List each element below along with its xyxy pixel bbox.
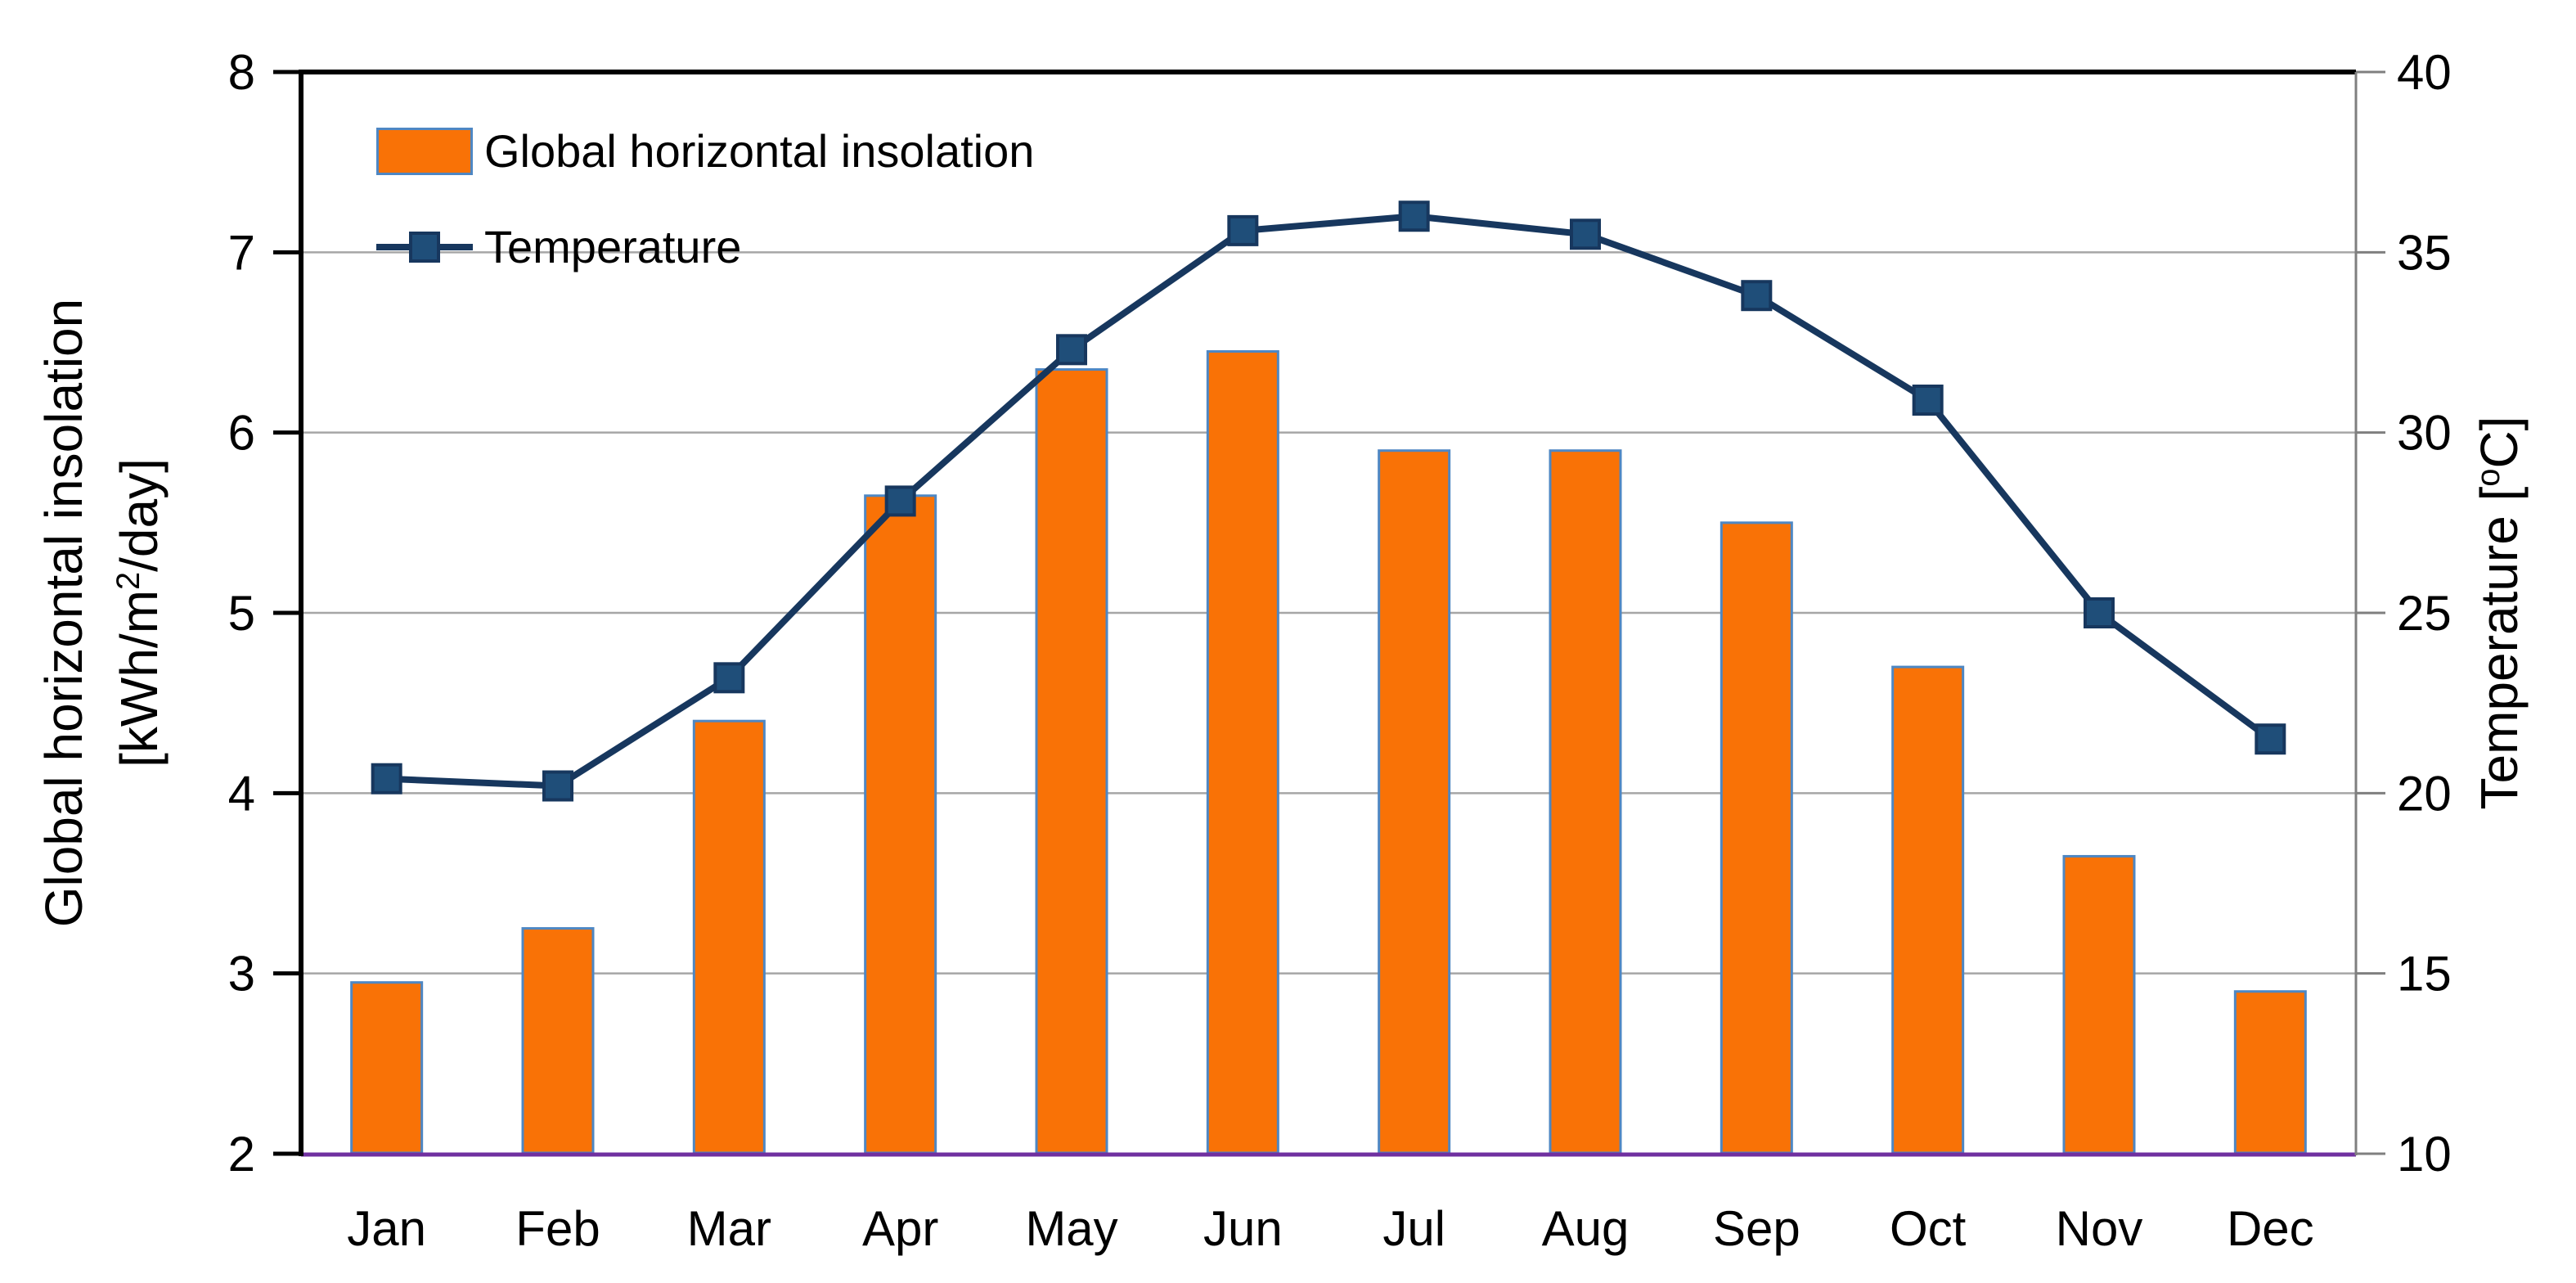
month-label-oct: Oct (1890, 1201, 1967, 1256)
right-tick-label-35: 35 (2397, 225, 2452, 280)
legend-label-temperature: Temperature (484, 221, 742, 272)
marker-jun (1227, 214, 1259, 246)
bar-jan (350, 981, 424, 1155)
marker-aug (1570, 218, 1601, 250)
month-label-mar: Mar (687, 1201, 771, 1256)
temperature-line (386, 213, 2273, 790)
right-tick-label-20: 20 (2397, 766, 2452, 821)
bar-oct (1891, 665, 1965, 1155)
marker-oct (1912, 385, 1944, 416)
bar-jul (1378, 449, 1451, 1155)
right-tick-label-25: 25 (2397, 586, 2452, 641)
bar-may (1035, 368, 1108, 1155)
marker-feb (542, 770, 573, 802)
left-tick-label-6: 6 (228, 406, 255, 461)
month-label-dec: Dec (2227, 1201, 2314, 1256)
left-tick-label-8: 8 (228, 45, 255, 100)
bar-feb (521, 927, 595, 1155)
left-tick-label-2: 2 (228, 1127, 255, 1182)
bar-aug (1549, 449, 1622, 1155)
right-tick-label-40: 40 (2397, 45, 2452, 100)
bar-mar (692, 719, 766, 1155)
left-tick-label-4: 4 (228, 766, 255, 821)
legend-label-insolation: Global horizontal insolation (484, 125, 1035, 177)
legend-marker-square-icon (409, 232, 440, 263)
month-label-jan: Jan (347, 1201, 426, 1256)
month-label-apr: Apr (862, 1201, 938, 1256)
bar-jun (1206, 350, 1279, 1155)
marker-nov (2084, 597, 2115, 628)
right-tick-label-30: 30 (2397, 406, 2452, 461)
left-axis-title-line1: Global horizontal insolation (34, 298, 93, 928)
bar-sep (1720, 521, 1793, 1155)
marker-may (1056, 334, 1087, 366)
legend-item-insolation: Global horizontal insolation (376, 128, 1034, 175)
legend-marker-temperature (376, 232, 473, 263)
bar-apr (864, 494, 937, 1155)
marker-dec (2255, 723, 2286, 755)
right-axis-title: Temperature [oC] (2470, 416, 2529, 810)
marker-sep (1741, 280, 1773, 312)
left-tick-label-5: 5 (228, 586, 255, 641)
month-label-feb: Feb (515, 1201, 600, 1256)
month-label-aug: Aug (1542, 1201, 1630, 1256)
left-tick-label-3: 3 (228, 947, 255, 1002)
left-axis-title-line2: [kWh/m2/day] (110, 458, 169, 768)
legend-item-temperature: Temperature (376, 224, 1034, 270)
left-tick-label-7: 7 (228, 225, 255, 280)
bar-nov (2062, 854, 2136, 1155)
right-tick-label-15: 15 (2397, 947, 2452, 1002)
bar-dec (2233, 990, 2307, 1155)
month-label-jun: Jun (1203, 1201, 1283, 1256)
legend: Global horizontal insolation Temperature (376, 128, 1034, 270)
marker-jan (371, 763, 402, 795)
marker-jul (1398, 200, 1430, 232)
month-label-nov: Nov (2056, 1201, 2143, 1256)
month-label-sep: Sep (1713, 1201, 1801, 1256)
marker-apr (884, 485, 916, 517)
month-label-may: May (1025, 1201, 1117, 1256)
legend-swatch-insolation (376, 128, 473, 175)
marker-mar (713, 662, 745, 694)
month-label-jul: Jul (1382, 1201, 1445, 1256)
right-tick-label-10: 10 (2397, 1127, 2452, 1182)
